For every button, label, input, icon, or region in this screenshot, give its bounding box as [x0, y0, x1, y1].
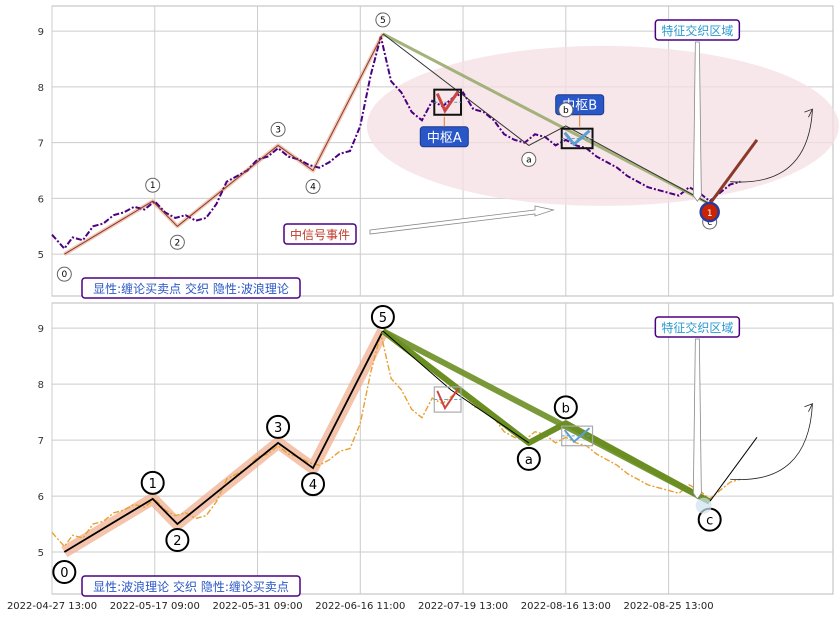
price-line [51, 333, 741, 548]
wave-label-circle [140, 470, 165, 495]
x-tick-label: 2022-05-17 09:00 [110, 601, 200, 612]
wave-label-circle [56, 266, 72, 282]
x-tick-label: 2022-08-16 13:00 [521, 601, 611, 612]
y-tick-label: 9 [38, 324, 44, 335]
wave-label: c [707, 218, 712, 228]
y-tick-label: 7 [38, 139, 44, 150]
projection-arc [730, 109, 813, 183]
wave-label: 4 [309, 478, 317, 493]
wave-label: c [706, 514, 713, 529]
zhongshu-stroke [435, 90, 460, 114]
wave-label-circle [516, 446, 541, 471]
zhongshu-stroke [563, 427, 591, 444]
wave-label: 4 [310, 183, 316, 193]
wave-label: 2 [175, 238, 181, 248]
wave-label-circle [52, 560, 77, 585]
wave-label: a [525, 453, 533, 468]
zhongshu-stroke [436, 388, 459, 411]
special-zone-box [654, 316, 741, 338]
sub-wave-line [382, 330, 530, 444]
special-zone-arrow [692, 338, 702, 500]
wave-label-circle [301, 472, 326, 497]
wave-label-circle [305, 179, 321, 195]
y-tick-label: 7 [38, 436, 44, 447]
y-tick-label: 5 [38, 250, 44, 261]
special-zone-label: 特征交织区域 [661, 320, 733, 335]
y-tick-label: 5 [38, 548, 44, 559]
special-zone-arrow [692, 41, 702, 202]
wave-label: 3 [274, 421, 282, 436]
signal-event-box [283, 223, 357, 245]
plot-frame [51, 302, 834, 595]
projection-arc [730, 403, 813, 481]
wave-label-circle [375, 12, 391, 28]
wave-label-circle [145, 177, 161, 193]
wave-label-circle [266, 414, 291, 439]
x-tick-label: 2022-05-31 09:00 [212, 601, 302, 612]
wave-label-circle [521, 151, 537, 167]
wave-label: b [562, 401, 570, 416]
legend-label-box [81, 277, 301, 299]
y-tick-label: 9 [38, 27, 44, 38]
signal-marker [699, 201, 720, 223]
x-tick-label: 2022-08-25 13:00 [624, 601, 714, 612]
wave-label-circle [553, 395, 578, 420]
wave-impulse-line [63, 330, 384, 553]
zhongshu-stroke [563, 129, 591, 147]
y-tick-label: 6 [38, 194, 44, 205]
signal-marker [695, 497, 712, 514]
projection-arrowhead [804, 108, 814, 118]
signal-event-arrow [369, 205, 556, 235]
wave-label: 0 [61, 270, 67, 280]
feature-zone-ellipse [366, 45, 839, 206]
panel-top: 56789中枢A中枢B012345abc特征交织区域中信号事件1显性:缠论买卖点… [38, 5, 839, 299]
y-tick-label: 8 [38, 380, 44, 391]
y-tick-label: 8 [38, 83, 44, 94]
x-tick-label: 2022-06-16 11:00 [315, 601, 405, 612]
legend-label: 显性:波浪理论 交织 隐性:缠论买卖点 [93, 579, 289, 594]
x-tick-label: 2022-07-19 13:00 [418, 601, 508, 612]
wave-label-circle [370, 304, 395, 329]
wave-label: 1 [150, 181, 156, 191]
wave-label-circle [169, 234, 185, 250]
wave-label: 1 [149, 477, 157, 492]
price-line [51, 36, 741, 251]
signal-event-label: 中信号事件 [290, 227, 350, 242]
extension-line [709, 437, 758, 502]
special-zone-box [654, 19, 741, 41]
wave-label: a [526, 155, 532, 165]
wave-label: 0 [60, 566, 68, 581]
wave-label-circle [165, 528, 190, 553]
wave-impulse-line [64, 33, 384, 255]
correction-trend-line [382, 32, 711, 206]
wave-label: b [563, 106, 569, 116]
special-zone-label: 特征交织区域 [661, 23, 733, 38]
projection-arrowhead [804, 402, 814, 412]
x-tick-label: 2022-04-27 13:00 [7, 601, 97, 612]
zhongshu-label: 中枢A [427, 131, 462, 146]
wave-label: 3 [275, 125, 281, 135]
wave-label: 5 [380, 16, 386, 26]
y-tick-label: 6 [38, 492, 44, 503]
wave-label-circle [270, 121, 286, 137]
legend-label: 显性:缠论买卖点 交织 隐性:波浪理论 [93, 281, 289, 296]
wave-label-circle [558, 102, 574, 118]
extension-line [708, 138, 759, 205]
wave-label: 2 [173, 534, 181, 549]
signal-marker-label: 1 [707, 209, 713, 219]
wave-label: 5 [379, 311, 387, 326]
legend-label-box [81, 575, 301, 597]
